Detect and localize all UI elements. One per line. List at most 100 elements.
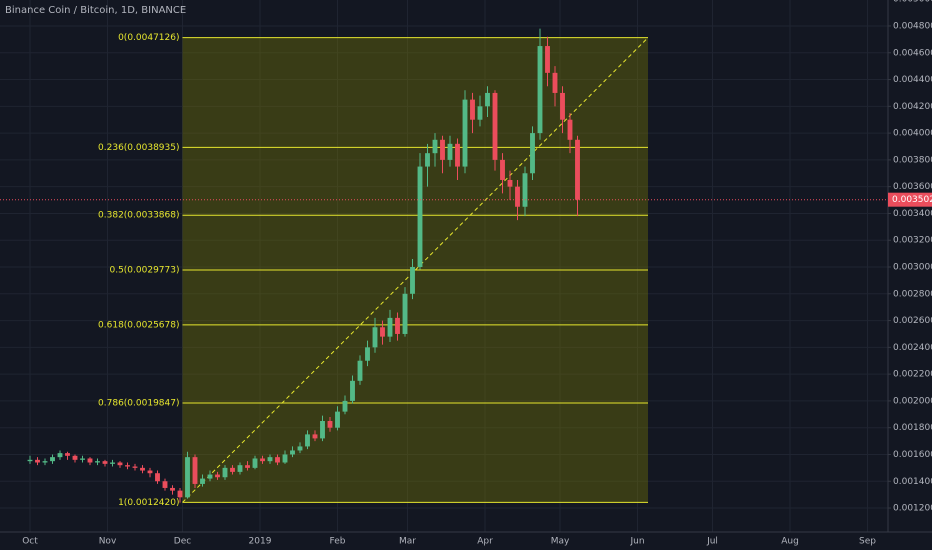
candle-body [447, 143, 453, 160]
grid [0, 0, 888, 532]
candle-body [42, 461, 48, 463]
candle-body [365, 347, 370, 361]
candle-body [357, 360, 363, 381]
x-tick-label: Aug [781, 537, 799, 547]
candle-body [417, 166, 423, 268]
candle-body [507, 179, 513, 187]
y-tick-label: 0.0018000 [893, 423, 932, 433]
candle-body [575, 139, 580, 200]
fib-label: 0.5(0.0029773) [109, 266, 179, 276]
candle-body [327, 420, 333, 428]
candle-body [290, 450, 295, 455]
candle-body [462, 99, 468, 167]
candle-body [110, 462, 115, 464]
candle-body [252, 458, 258, 468]
y-tick-label: 0.0034000 [893, 209, 932, 219]
candle-body [537, 46, 543, 134]
candles [27, 28, 580, 503]
y-tick-label: 0.0048000 [893, 21, 932, 31]
candle-body [342, 400, 348, 412]
candle-body [185, 457, 190, 498]
candle-body [57, 453, 63, 458]
candle-body [552, 72, 558, 93]
x-tick-label: Oct [22, 537, 38, 547]
fib-label: 0(0.0047126) [118, 33, 179, 43]
candle-body [147, 470, 153, 474]
candle-body [230, 467, 235, 472]
candle-body [170, 487, 175, 491]
y-tick-label: 0.0046000 [893, 48, 932, 58]
candle-body [470, 99, 475, 120]
candle-body [215, 474, 220, 478]
x-tick-label: Sep [859, 537, 876, 547]
candle-body [477, 106, 483, 120]
x-tick-label: Feb [330, 537, 346, 547]
candle-body [200, 478, 205, 484]
candle-body [237, 465, 243, 472]
candle-body [275, 457, 280, 463]
x-tick-label: 2019 [249, 537, 272, 547]
fib-label: 0.382(0.0033868) [98, 211, 179, 221]
y-tick-label: 0.0040000 [893, 129, 932, 139]
fib-label: 0.786(0.0019847) [98, 398, 179, 408]
last-price-label: 0.0035027 [892, 195, 932, 205]
last-price-box [888, 192, 932, 207]
candle-body [567, 119, 573, 140]
candle-body [425, 153, 430, 167]
candle-body [395, 317, 400, 334]
candle-body [222, 467, 228, 478]
x-tick-label: Apr [477, 537, 493, 547]
candle-body [245, 465, 250, 468]
candle-body [305, 434, 310, 447]
candle-body [410, 267, 415, 294]
candle-body [350, 380, 355, 401]
candle-body [87, 458, 93, 463]
candle-body [132, 466, 138, 468]
candle-body [492, 92, 498, 160]
y-tick-label: 0.0050000 [893, 0, 932, 5]
fib-label: 0.236(0.0038935) [98, 143, 179, 153]
y-tick-label: 0.0022000 [893, 370, 932, 380]
candle-body [125, 465, 130, 467]
y-tick-label: 0.0030000 [893, 263, 932, 273]
candle-body [267, 457, 273, 462]
y-tick-label: 0.0020000 [893, 396, 932, 406]
x-tick-label: Jul [706, 537, 718, 547]
candle-body [515, 186, 520, 207]
y-tick-label: 0.0012000 [893, 504, 932, 514]
y-tick-label: 0.0024000 [893, 343, 932, 353]
y-tick-label: 0.0016000 [893, 450, 932, 460]
candle-body [522, 173, 528, 207]
y-tick-label: 0.0032000 [893, 236, 932, 246]
candle-body [95, 461, 100, 463]
candle-body [380, 327, 385, 337]
candle-body [177, 490, 183, 498]
candle-body [387, 317, 393, 337]
fib-label: 0.618(0.0025678) [98, 320, 179, 330]
candle-body [432, 139, 438, 154]
candle-body [312, 434, 318, 439]
candle-body [207, 474, 213, 479]
candle-body [372, 327, 378, 348]
candle-body [530, 133, 535, 174]
y-tick-label: 0.0038000 [893, 155, 932, 165]
y-tick-label: 0.0042000 [893, 102, 932, 112]
candle-body [50, 457, 55, 462]
candle-body [35, 459, 40, 463]
y-tick-label: 0.0026000 [893, 316, 932, 326]
candle-body [297, 446, 303, 451]
x-tick-label: Dec [174, 537, 191, 547]
candle-body [545, 46, 550, 73]
candle-body [320, 420, 325, 439]
x-tick-label: Jun [629, 537, 644, 547]
candle-body [500, 159, 505, 180]
candle-body [455, 143, 460, 167]
candle-body [162, 481, 168, 488]
candle-body [155, 473, 160, 482]
candle-body [80, 458, 85, 460]
candle-body [140, 467, 145, 471]
candle-body [282, 454, 288, 463]
